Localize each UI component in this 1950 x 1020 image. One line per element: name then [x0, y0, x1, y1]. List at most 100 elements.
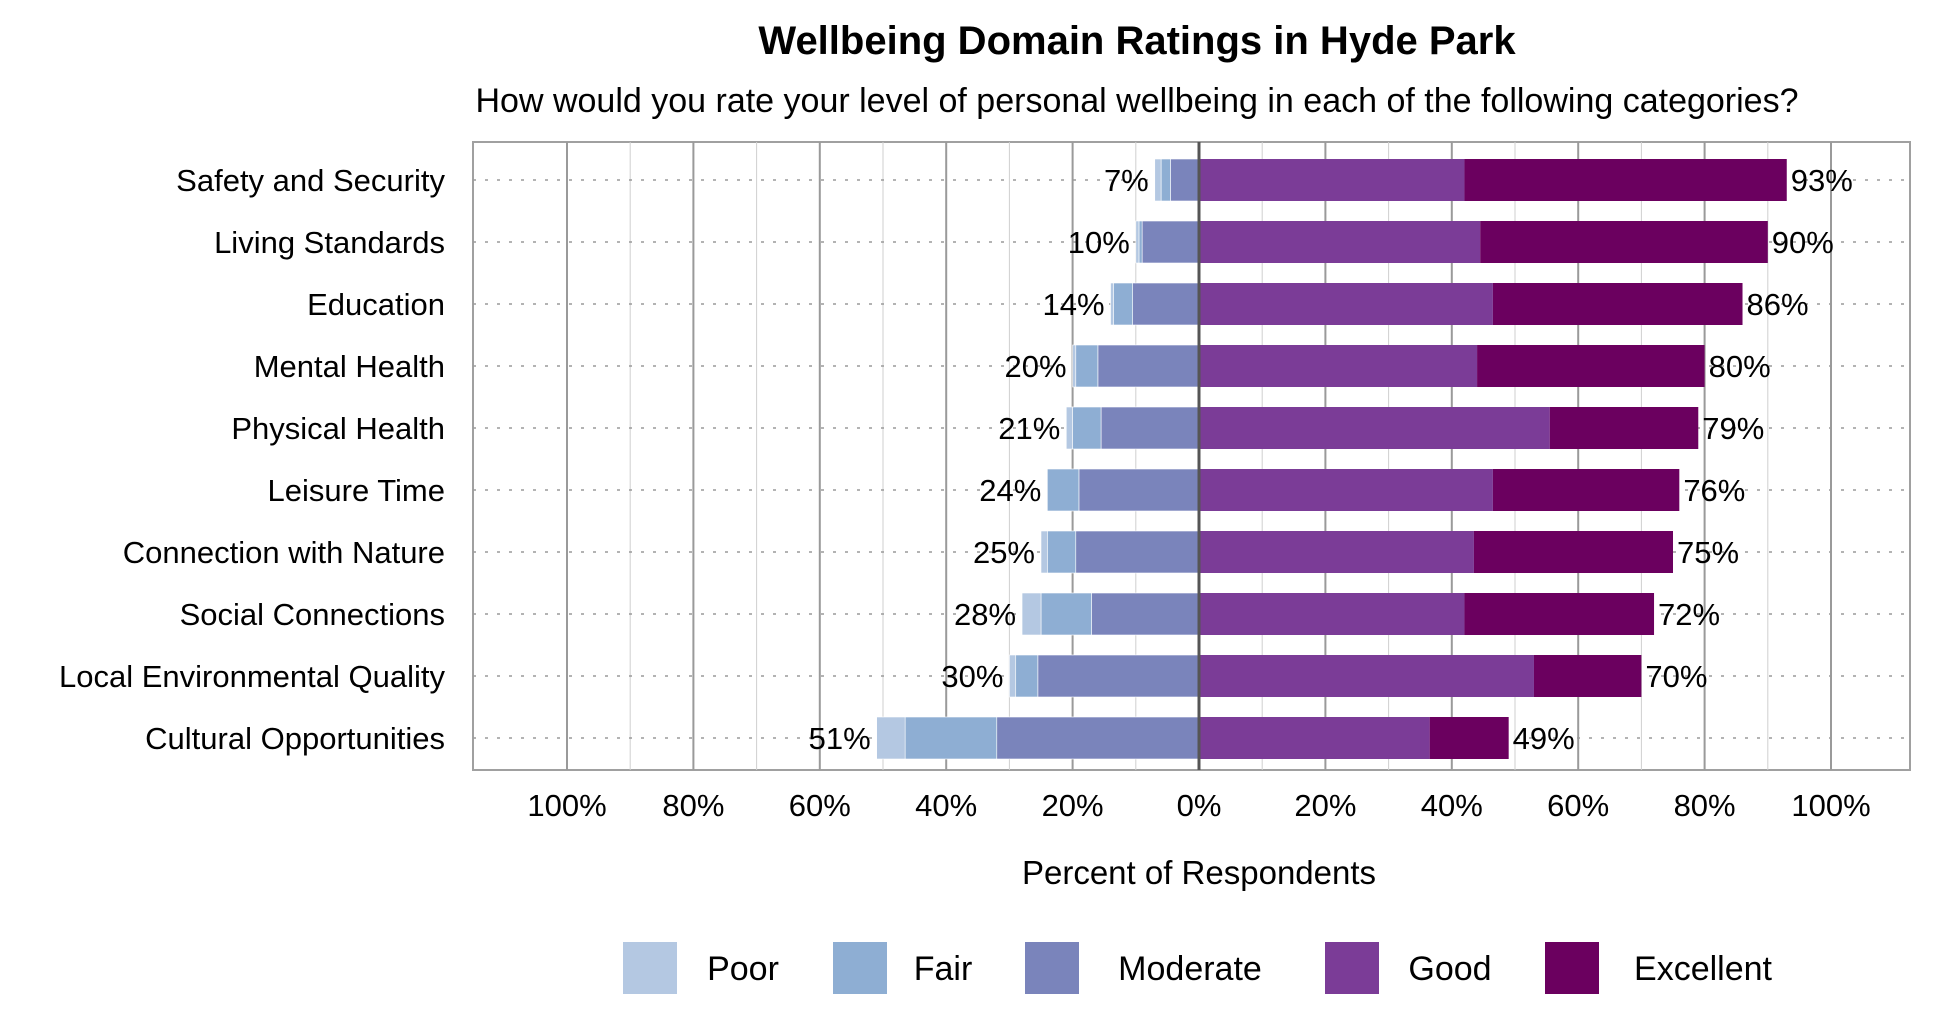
- bar-fair: [1040, 592, 1092, 636]
- bar-poor: [1009, 654, 1017, 698]
- bar-fair: [1138, 220, 1143, 264]
- legend-swatch-poor: [623, 942, 677, 994]
- positive-total-label: 90%: [1772, 225, 1834, 260]
- bar-fair: [904, 716, 998, 760]
- category-label: Connection with Nature: [123, 535, 445, 570]
- bar-good: [1199, 159, 1465, 201]
- legend-swatch-excellent: [1545, 942, 1599, 994]
- negative-total-label: 7%: [1104, 163, 1149, 198]
- bar-fair: [1113, 282, 1133, 326]
- category-label: Local Environmental Quality: [59, 659, 445, 694]
- bar-excellent: [1473, 531, 1673, 573]
- bar-good: [1199, 531, 1474, 573]
- bar-excellent: [1492, 283, 1743, 325]
- bar-poor: [1021, 592, 1042, 636]
- legend-swatch-moderate: [1025, 942, 1079, 994]
- category-label: Safety and Security: [176, 163, 445, 198]
- x-tick-label: 80%: [1674, 788, 1736, 823]
- bar-moderate: [1170, 158, 1200, 202]
- negative-total-label: 21%: [998, 411, 1060, 446]
- category-label: Social Connections: [180, 597, 445, 632]
- bar-excellent: [1492, 469, 1680, 511]
- bar-good: [1199, 345, 1478, 387]
- category-label: Education: [307, 287, 445, 322]
- bar-moderate: [1097, 344, 1200, 388]
- x-tick-label: 20%: [1042, 788, 1104, 823]
- legend-swatch-good: [1325, 942, 1379, 994]
- x-tick-label: 40%: [915, 788, 977, 823]
- bar-poor: [1072, 344, 1077, 388]
- category-label: Mental Health: [254, 349, 445, 384]
- legend-swatch-fair: [833, 942, 887, 994]
- bar-moderate: [1091, 592, 1200, 636]
- bar-fair: [1047, 530, 1077, 574]
- bar-excellent: [1429, 717, 1509, 759]
- bar-excellent: [1480, 221, 1768, 263]
- legend-label-moderate: Moderate: [1118, 950, 1262, 988]
- category-label: Cultural Opportunities: [145, 721, 445, 756]
- positive-total-label: 72%: [1658, 597, 1720, 632]
- bar-good: [1199, 717, 1430, 759]
- category-label: Physical Health: [231, 411, 445, 446]
- positive-total-label: 79%: [1702, 411, 1764, 446]
- positive-total-label: 86%: [1747, 287, 1809, 322]
- bar-good: [1199, 283, 1493, 325]
- bar-excellent: [1549, 407, 1699, 449]
- bar-excellent: [1464, 593, 1655, 635]
- plot-area: Safety and Security Living Standards Educa…: [59, 141, 1911, 823]
- bar-moderate: [1037, 654, 1200, 698]
- legend: Poor Fair Moderate Good Excellent: [623, 942, 1773, 994]
- bar-moderate: [1075, 530, 1200, 574]
- positive-total-label: 49%: [1513, 721, 1575, 756]
- positive-total-label: 93%: [1791, 163, 1853, 198]
- category-label: Living Standards: [214, 225, 445, 260]
- negative-total-label: 30%: [941, 659, 1003, 694]
- negative-total-label: 25%: [973, 535, 1035, 570]
- bar-fair: [1072, 406, 1102, 450]
- legend-label-excellent: Excellent: [1634, 950, 1773, 988]
- bar-excellent: [1464, 159, 1787, 201]
- positive-total-label: 76%: [1683, 473, 1745, 508]
- negative-total-label: 14%: [1042, 287, 1104, 322]
- positive-total-label: 75%: [1677, 535, 1739, 570]
- bar-moderate: [1132, 282, 1200, 326]
- bar-good: [1199, 469, 1493, 511]
- bar-moderate: [1078, 468, 1200, 512]
- bar-poor: [1065, 406, 1073, 450]
- bar-poor: [1110, 282, 1114, 326]
- positive-total-label: 80%: [1709, 349, 1771, 384]
- negative-total-label: 28%: [954, 597, 1016, 632]
- bar-good: [1199, 593, 1465, 635]
- bar-poor: [1040, 530, 1048, 574]
- bar-moderate: [996, 716, 1200, 760]
- legend-label-good: Good: [1408, 950, 1491, 988]
- chart-title: Wellbeing Domain Ratings in Hyde Park: [758, 19, 1516, 63]
- bar-poor: [1135, 220, 1140, 264]
- x-tick-label: 40%: [1421, 788, 1483, 823]
- x-tick-label: 0%: [1177, 788, 1222, 823]
- legend-label-poor: Poor: [707, 950, 779, 988]
- bar-fair: [1160, 158, 1171, 202]
- x-tick-label: 60%: [1547, 788, 1609, 823]
- x-tick-label: 60%: [789, 788, 851, 823]
- bar-fair: [1047, 468, 1080, 512]
- bar-good: [1199, 655, 1534, 697]
- negative-total-label: 51%: [809, 721, 871, 756]
- category-label: Leisure Time: [268, 473, 445, 508]
- negative-total-label: 10%: [1068, 225, 1130, 260]
- negative-total-label: 20%: [1005, 349, 1067, 384]
- x-tick-label: 100%: [1791, 788, 1870, 823]
- bar-excellent: [1533, 655, 1642, 697]
- negative-total-label: 24%: [979, 473, 1041, 508]
- x-tick-label: 20%: [1294, 788, 1356, 823]
- x-tick-label: 80%: [662, 788, 724, 823]
- bar-poor: [1154, 158, 1162, 202]
- x-tick-label: 100%: [527, 788, 606, 823]
- chart-subtitle: How would you rate your level of persona…: [476, 82, 1799, 120]
- bar-fair: [1075, 344, 1099, 388]
- bar-excellent: [1477, 345, 1705, 387]
- bar-good: [1199, 221, 1481, 263]
- bar-fair: [1015, 654, 1039, 698]
- x-axis-label: Percent of Respondents: [1022, 854, 1376, 891]
